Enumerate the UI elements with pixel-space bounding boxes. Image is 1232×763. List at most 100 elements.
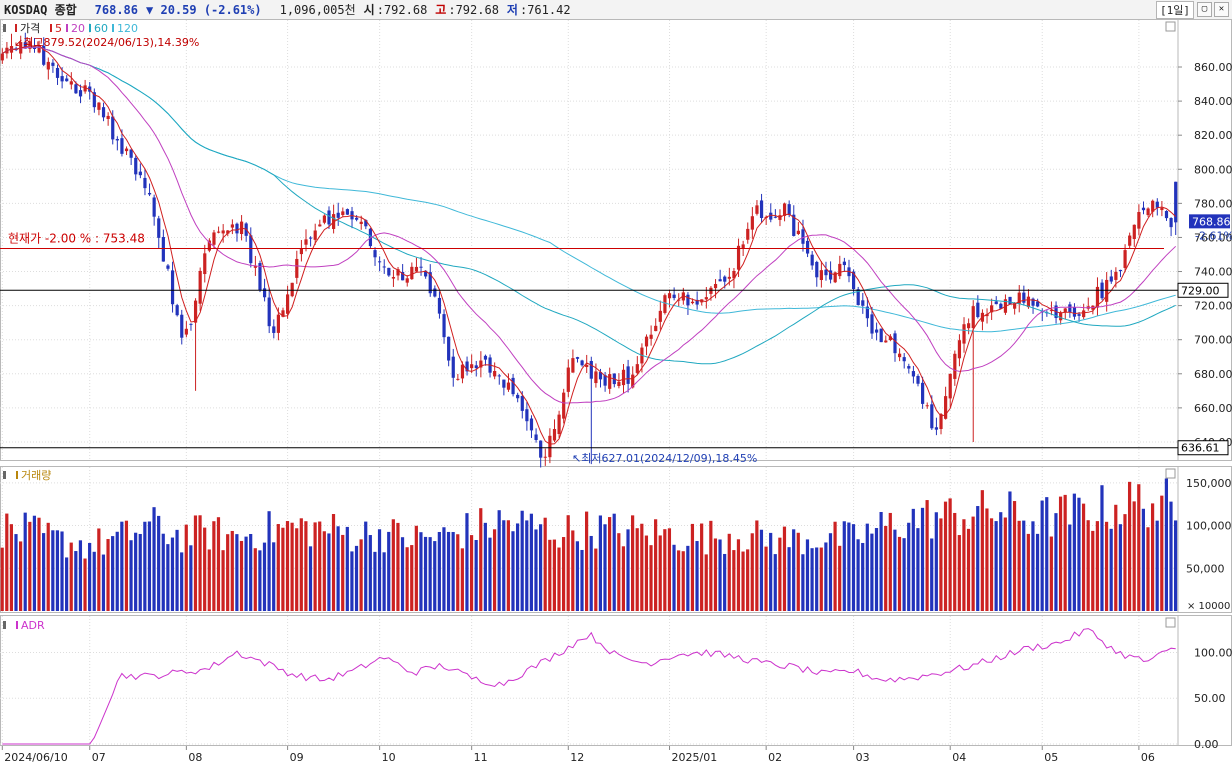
period-selector[interactable]: [1일] (1156, 1, 1194, 19)
y-tick-label: 720.00 (1194, 300, 1232, 313)
candle-body (787, 204, 791, 215)
volume-bar (732, 550, 736, 611)
candle (115, 136, 119, 151)
candle (552, 419, 557, 443)
candle-body (147, 192, 152, 195)
candle-body (1063, 308, 1067, 313)
candle (1155, 198, 1159, 216)
candle (401, 264, 405, 281)
volume-bar (874, 528, 879, 611)
volume-bar (492, 529, 497, 611)
volume-bar (759, 529, 764, 611)
volume-bar (28, 521, 32, 611)
candle-body (410, 266, 414, 280)
legend-ma60-marker (89, 24, 91, 32)
candle (442, 309, 446, 344)
adr-panel[interactable] (2, 628, 1176, 745)
candle (437, 291, 442, 319)
candle-body (971, 306, 975, 329)
volume-bar (272, 542, 276, 611)
volume-bar (925, 500, 929, 611)
volume-bar (1100, 485, 1104, 611)
candle-body (727, 276, 731, 279)
volume-bar (1155, 520, 1159, 611)
volume-panel[interactable] (0, 478, 1178, 611)
candle (276, 307, 280, 341)
vol-tick-label: 50,000 (1186, 562, 1225, 575)
candle-body (792, 214, 796, 236)
volume-bar (19, 541, 23, 611)
candle-body (815, 261, 819, 278)
close-icon[interactable]: ✕ (1214, 2, 1229, 17)
volume-bar (336, 526, 340, 611)
candle-body (534, 434, 538, 441)
candle (143, 168, 147, 196)
volume-bar (851, 524, 856, 611)
candle (635, 356, 639, 375)
volume-bar (801, 554, 805, 611)
volume-bar (911, 508, 915, 611)
volume-bar (1008, 491, 1012, 611)
restore-icon[interactable]: ▢ (1197, 2, 1212, 17)
candle (874, 322, 879, 341)
price-panel[interactable] (0, 32, 1178, 468)
volume-bar (405, 547, 409, 611)
volume-bar (235, 534, 239, 611)
candle (134, 155, 138, 181)
candle (157, 215, 161, 248)
volume-bar (437, 531, 441, 611)
chart-canvas[interactable]: 2024/06/10 07 08 09 10 11 12 2025/01 02 03 04 05 06 8… (0, 19, 1232, 763)
volume-bar (782, 526, 787, 611)
candle-body (124, 148, 129, 152)
x-tick-label: 08 (188, 751, 202, 763)
candle-body (456, 378, 460, 380)
volume-bar (916, 528, 920, 611)
candle (1068, 301, 1072, 318)
volume-bar (989, 518, 994, 611)
candle-body (911, 371, 916, 377)
candle (1045, 310, 1049, 317)
candle (1137, 204, 1141, 236)
candle-body (552, 428, 557, 441)
candle-body (626, 366, 630, 384)
candle-body (290, 282, 294, 297)
candle (451, 348, 455, 387)
candle (930, 395, 934, 430)
volume-bar (635, 528, 639, 611)
candle-body (65, 78, 69, 82)
candle (129, 149, 133, 166)
volume-bar (1068, 524, 1072, 611)
candle (198, 267, 202, 311)
volume-bar (1132, 501, 1136, 611)
volume-bar (216, 517, 221, 611)
candle (870, 306, 874, 339)
volume-bar (414, 525, 418, 611)
candle (511, 374, 515, 397)
candle-body (755, 205, 759, 214)
volume-bar (267, 511, 271, 611)
volume-bar (529, 513, 533, 611)
volume-bar (999, 512, 1003, 611)
candle (235, 222, 239, 242)
volume-bar (60, 531, 64, 611)
candle-body (1077, 314, 1081, 316)
candle-body (1132, 224, 1136, 239)
volume-bar (331, 514, 336, 611)
candle (865, 297, 869, 327)
candle (170, 261, 175, 313)
volume-bar (861, 542, 865, 611)
candle (819, 261, 823, 288)
candle (921, 376, 925, 409)
volume-bar (681, 551, 685, 611)
x-tick-label: 02 (768, 751, 782, 763)
volume-bar (322, 531, 326, 611)
volume-bar (460, 548, 464, 611)
open-value: :792.68 (376, 2, 428, 17)
volume-bar (962, 519, 966, 611)
pct-badge-label: -2.61% (1195, 229, 1232, 242)
volume-bar (966, 528, 971, 611)
volume-bar (345, 526, 349, 611)
candle (580, 359, 584, 367)
candle (373, 247, 377, 266)
candle (805, 237, 810, 258)
